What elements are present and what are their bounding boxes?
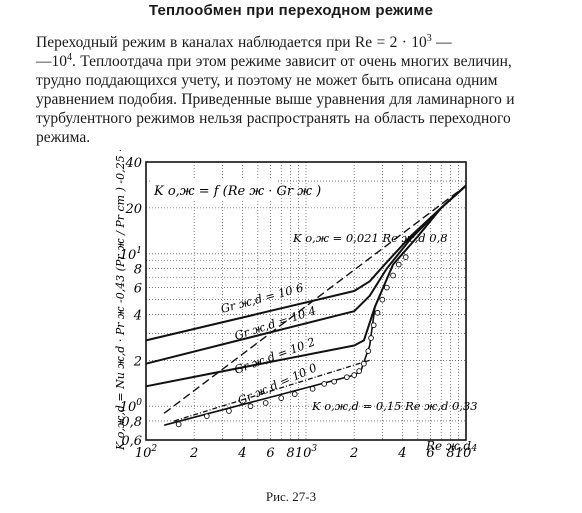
data-point <box>390 272 396 279</box>
data-point <box>262 400 269 406</box>
y-tick-label: 2 <box>133 354 142 369</box>
y-tick-label: 20 <box>124 202 142 217</box>
x-tick-label: 6 <box>266 446 274 461</box>
data-point <box>368 335 374 341</box>
data-point <box>226 408 232 414</box>
laminar-equation-label: K o,ж,d = 0,15 Re ж,d 0,33 <box>311 399 478 413</box>
data-point <box>309 385 316 392</box>
chart-curves <box>145 184 467 426</box>
y-axis-label: K o,ж,d = Nu ж,d · Pr ж -0,43 (Pr ж / Pr… <box>114 150 127 451</box>
x-tick-label: 2 <box>349 446 358 461</box>
figure-caption: Рис. 27-3 <box>265 489 317 504</box>
para-line-5: турбулентного режимов нельзя распростран… <box>36 110 511 127</box>
data-point <box>203 413 210 420</box>
para-line-3: трудно поддающихся учету, и поэтому не м… <box>36 72 498 89</box>
series-line-5 <box>174 359 370 422</box>
x-axis-label: Re ж,d <box>425 439 471 453</box>
data-point <box>361 360 367 367</box>
para-line-4: уравнением подобия. Приведенные выше ура… <box>36 91 515 108</box>
data-point <box>395 261 402 268</box>
para-line-1: Переходный режим в каналах наблюдается п… <box>36 32 452 51</box>
x-tick-label: 2 <box>189 446 198 461</box>
body-paragraph: Переходный режим в каналах наблюдается п… <box>36 33 578 147</box>
chart-points <box>175 254 409 428</box>
data-point <box>374 309 381 316</box>
page-heading: Теплообмен при переходном режиме <box>148 2 434 19</box>
data-point <box>247 403 254 410</box>
y-tick-label: 4 <box>133 308 142 323</box>
para-line-2: —104. Теплоотдача при этом режиме зависи… <box>36 51 512 70</box>
x-tick-label: 8 <box>446 446 454 461</box>
x-tick-label: 6 <box>426 446 434 461</box>
data-point <box>383 284 390 291</box>
para-line-6: режима. <box>36 129 91 146</box>
data-point <box>278 395 285 401</box>
y-tick-label: 40 <box>124 156 142 171</box>
x-tick-label: 4 <box>397 446 406 461</box>
y-tick-label: 0,6 <box>121 434 142 449</box>
y-tick-label: 6 <box>134 282 142 297</box>
data-point <box>291 391 298 397</box>
data-point <box>343 374 350 381</box>
data-point <box>365 348 372 354</box>
function-label: K o,ж = f (Re ж · Gr ж ) <box>153 184 321 199</box>
y-tick-label: 0,8 <box>121 415 142 430</box>
y-tick-label: 8 <box>134 263 142 278</box>
data-point <box>356 368 363 374</box>
turbulent-equation-label: K o,ж = 0,021 Re ж,d 0,8 <box>292 231 448 245</box>
data-point <box>175 421 182 428</box>
x-tick-labels: 102 2 4 6 8 103 2 4 6 8 104 <box>135 444 478 461</box>
series-line-4 <box>163 185 467 414</box>
data-point <box>370 322 377 329</box>
x-tick-label: 103 <box>295 444 318 461</box>
data-point <box>331 378 338 385</box>
x-tick-label: 8 <box>286 446 294 461</box>
data-point <box>351 372 358 378</box>
data-point <box>402 254 409 261</box>
data-point <box>321 381 328 387</box>
chart-frame <box>145 161 467 441</box>
x-tick-label: 4 <box>237 446 246 461</box>
data-point <box>379 296 386 303</box>
